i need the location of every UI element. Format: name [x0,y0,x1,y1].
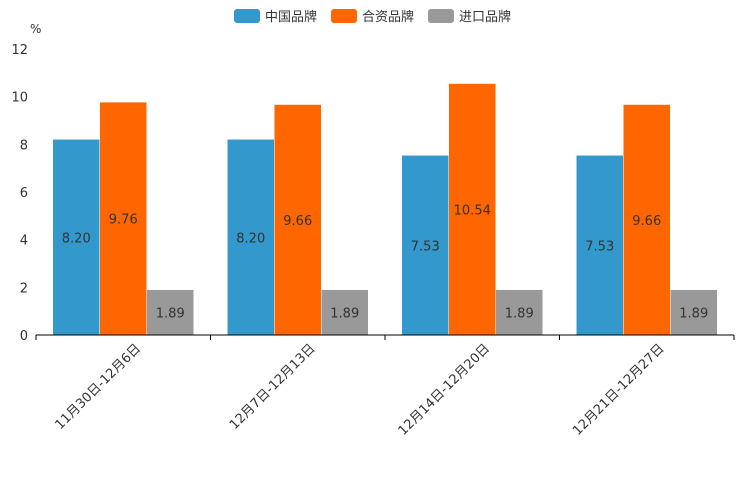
data-label-0-0: 8.20 [62,231,91,246]
y-tick-label-0: 0 [20,329,28,344]
data-label-0-2: 7.53 [411,239,440,254]
data-label-1-1: 9.66 [283,214,312,229]
legend-item-imported[interactable]: 进口品牌 [428,6,511,25]
bar-0-0 [53,139,100,335]
bar-2-1 [321,289,368,335]
data-label-0-1: 8.20 [236,231,265,246]
bar-2-3 [670,289,717,335]
data-label-2-1: 1.89 [330,306,359,321]
y-tick-label-4: 8 [20,138,28,153]
y-tick-label-3: 6 [20,186,28,201]
legend-item-joint-venture[interactable]: 合资品牌 [331,6,414,25]
y-tick-label-2: 4 [20,234,28,249]
bar-0-2 [402,155,449,335]
legend-label-joint-venture: 合资品牌 [362,10,415,25]
bar-0-1 [227,139,274,335]
bar-2-2 [496,289,543,335]
bar-1-2 [449,83,496,336]
chart-legend: 中国品牌 合资品牌 进口品牌 [234,6,511,25]
legend-label-domestic: 中国品牌 [265,10,318,25]
bar-2-0 [147,289,194,335]
bar-1-3 [623,104,670,336]
y-tick-label-1: 2 [20,281,28,296]
data-label-2-3: 1.89 [679,306,708,321]
data-label-1-0: 9.76 [109,213,138,228]
bar-1-1 [274,104,321,336]
data-label-0-3: 7.53 [585,239,614,254]
bar-1-0 [100,102,147,336]
legend-item-domestic[interactable]: 中国品牌 [234,6,317,25]
x-category-label-1: 12月7日-12月13日 [227,341,319,433]
data-label-1-3: 9.66 [632,214,661,229]
legend-swatch-joint-venture [331,8,358,23]
x-category-label-2: 12月14日-12月20日 [396,341,493,438]
legend-label-imported: 进口品牌 [459,10,512,25]
data-label-2-0: 1.89 [156,306,185,321]
data-label-1-2: 10.54 [454,203,491,218]
bar-0-3 [576,155,623,335]
x-category-label-3: 12月21日-12月27日 [570,341,667,438]
data-label-2-2: 1.89 [505,306,534,321]
legend-swatch-domestic [234,8,260,23]
y-tick-label-5: 10 [11,91,28,106]
x-category-label-0: 11月30日-12月6日 [52,341,144,433]
legend-swatch-imported [428,8,455,23]
y-axis-unit-label: % [30,22,42,36]
y-tick-label-6: 12 [11,43,28,58]
